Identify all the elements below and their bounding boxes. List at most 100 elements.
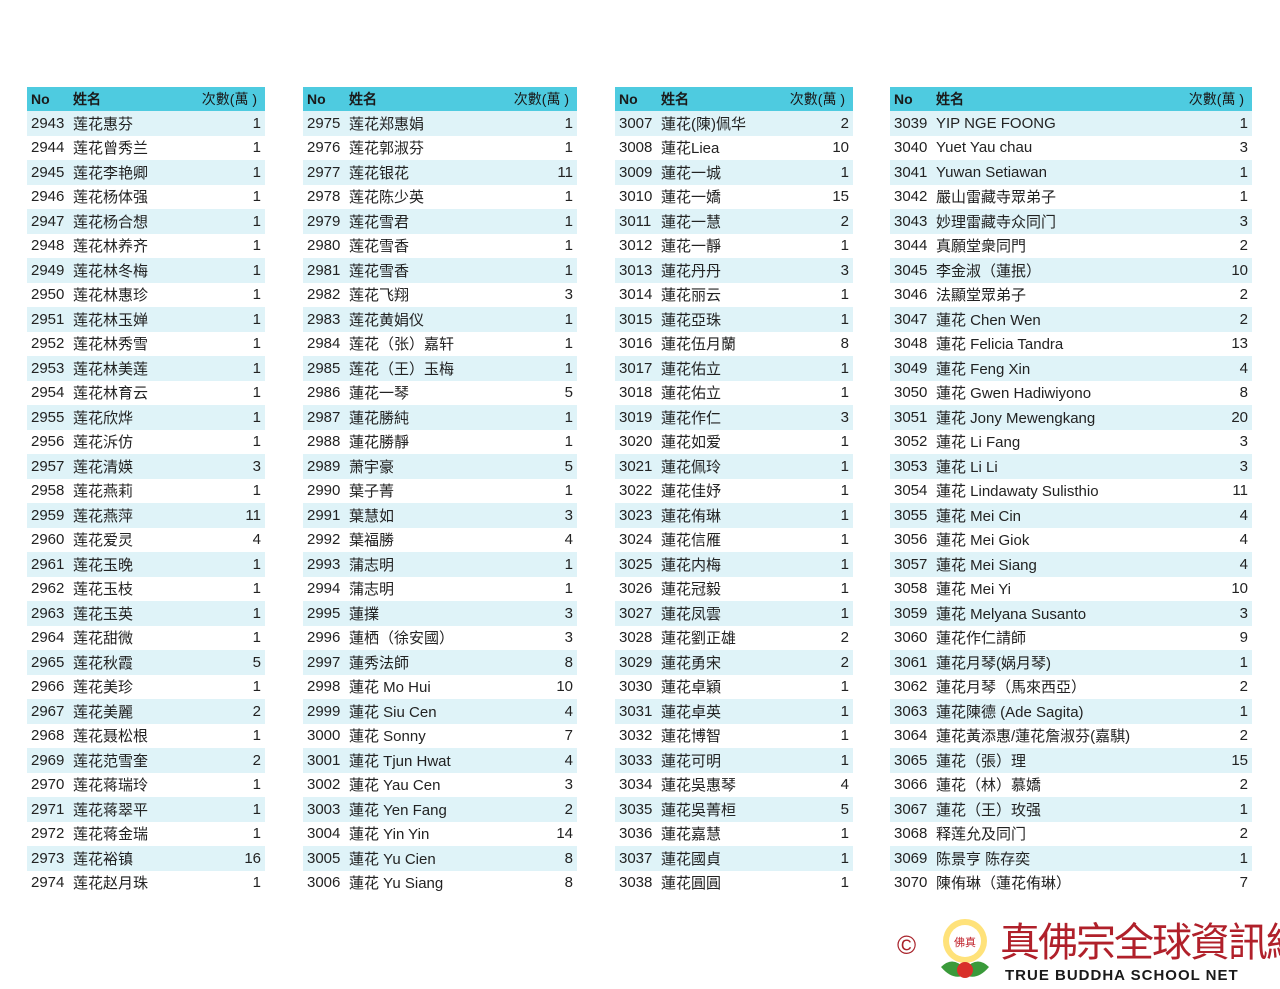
row-number: 3043 bbox=[894, 212, 928, 230]
row-number: 3030 bbox=[619, 678, 653, 696]
row-name: 莲花林秀雪 bbox=[73, 336, 149, 354]
row-number: 3066 bbox=[894, 776, 928, 794]
row-name: 蒲志明 bbox=[349, 581, 395, 599]
row-count: 2 bbox=[564, 800, 573, 818]
row-count: 1 bbox=[1239, 849, 1248, 867]
table-row: 3040 Yuet Yau chau 3 bbox=[890, 136, 1252, 161]
row-number: 3033 bbox=[619, 751, 653, 769]
logo-chinese-title: 真佛宗全球資訊網 bbox=[1000, 920, 1280, 966]
row-number: 2979 bbox=[307, 212, 341, 230]
row-count: 8 bbox=[840, 335, 849, 353]
row-count: 3 bbox=[564, 604, 573, 622]
row-name: 蓮擈 bbox=[349, 605, 380, 623]
table-row: 2968 莲花聂松根 1 bbox=[27, 724, 265, 749]
row-number: 3006 bbox=[307, 874, 341, 892]
header-no: No bbox=[894, 91, 913, 107]
row-number: 2958 bbox=[31, 482, 65, 500]
table-row: 2987 蓮花勝純 1 bbox=[303, 405, 577, 430]
row-count: 1 bbox=[252, 163, 261, 181]
row-count: 1 bbox=[840, 506, 849, 524]
row-count: 8 bbox=[1239, 384, 1248, 402]
lotus-emblem-icon: 佛真 bbox=[941, 919, 989, 978]
row-name: 蓮花（王）玫强 bbox=[936, 801, 1042, 819]
table-row: 2978 莲花陈少英 1 bbox=[303, 185, 577, 210]
row-number: 3007 bbox=[619, 114, 653, 132]
table-row: 2999 蓮花 Siu Cen 4 bbox=[303, 699, 577, 724]
row-name: 莲花清媖 bbox=[73, 458, 134, 476]
row-number: 3050 bbox=[894, 384, 928, 402]
row-name: 莲花蒋瑞玲 bbox=[73, 777, 149, 795]
table-row: 2998 蓮花 Mo Hui 10 bbox=[303, 675, 577, 700]
table-row: 2997 蓮秀法師 8 bbox=[303, 650, 577, 675]
table-row: 3025 蓮花内梅 1 bbox=[615, 552, 853, 577]
row-count: 1 bbox=[840, 237, 849, 255]
row-name: 莲花郭淑芬 bbox=[349, 140, 425, 158]
row-count: 13 bbox=[1231, 335, 1248, 353]
row-count: 4 bbox=[252, 531, 261, 549]
row-name: 莲花玉英 bbox=[73, 605, 134, 623]
table-row: 2976 莲花郭淑芬 1 bbox=[303, 136, 577, 161]
table-row: 3026 蓮花冠毅 1 bbox=[615, 577, 853, 602]
row-number: 2962 bbox=[31, 580, 65, 598]
row-name: 蓮花 Mo Hui bbox=[349, 679, 431, 697]
row-number: 2964 bbox=[31, 629, 65, 647]
table-row: 2995 蓮擈 3 bbox=[303, 601, 577, 626]
row-number: 2984 bbox=[307, 335, 341, 353]
row-number: 2965 bbox=[31, 653, 65, 671]
row-number: 2949 bbox=[31, 261, 65, 279]
row-count: 1 bbox=[564, 114, 573, 132]
table-row: 2977 莲花银花 11 bbox=[303, 160, 577, 185]
row-count: 1 bbox=[252, 261, 261, 279]
row-name: 蓮花（張）理 bbox=[936, 752, 1027, 770]
row-number: 2953 bbox=[31, 359, 65, 377]
row-count: 7 bbox=[1239, 874, 1248, 892]
logo-english-title: TRUE BUDDHA SCHOOL NET bbox=[1005, 967, 1239, 984]
table-row: 3043 妙理雷藏寺众同门 3 bbox=[890, 209, 1252, 234]
table-row: 2985 莲花（王）玉梅 1 bbox=[303, 356, 577, 381]
row-name: 陈景亨 陈存奕 bbox=[936, 850, 1031, 868]
row-number: 3037 bbox=[619, 849, 653, 867]
row-count: 2 bbox=[1239, 237, 1248, 255]
row-number: 3004 bbox=[307, 825, 341, 843]
row-name: 蓮花 Melyana Susanto bbox=[936, 605, 1087, 623]
row-count: 3 bbox=[1239, 457, 1248, 475]
header-name: 姓名 bbox=[661, 91, 689, 107]
table-row: 3049 蓮花 Feng Xin 4 bbox=[890, 356, 1252, 381]
row-name: 蓮花 Mei Giok bbox=[936, 532, 1030, 550]
table-row: 2964 莲花甜微 1 bbox=[27, 626, 265, 651]
row-count: 1 bbox=[252, 139, 261, 157]
header-name: 姓名 bbox=[936, 91, 964, 107]
row-number: 2994 bbox=[307, 580, 341, 598]
row-count: 3 bbox=[840, 408, 849, 426]
row-count: 11 bbox=[557, 163, 573, 181]
row-count: 1 bbox=[564, 555, 573, 573]
row-number: 2966 bbox=[31, 678, 65, 696]
table-row: 3034 蓮花吳惠琴 4 bbox=[615, 773, 853, 798]
table-row: 3051 蓮花 Jony Mewengkang 20 bbox=[890, 405, 1252, 430]
row-count: 2 bbox=[1239, 310, 1248, 328]
row-number: 2948 bbox=[31, 237, 65, 255]
row-number: 2981 bbox=[307, 261, 341, 279]
table-row: 3007 蓮花(陳)佩华 2 bbox=[615, 111, 853, 136]
row-count: 1 bbox=[252, 555, 261, 573]
row-count: 8 bbox=[564, 874, 573, 892]
row-number: 2967 bbox=[31, 702, 65, 720]
row-count: 1 bbox=[252, 604, 261, 622]
table-row: 3018 蓮花佑立 1 bbox=[615, 381, 853, 406]
row-name: 葉慧如 bbox=[349, 507, 395, 525]
row-name: 蓮花 Siu Cen bbox=[349, 703, 437, 721]
header-count: 次數(萬 ) bbox=[789, 91, 845, 107]
row-count: 1 bbox=[252, 776, 261, 794]
row-number: 3052 bbox=[894, 433, 928, 451]
row-name: 蓮花 Mei Siang bbox=[936, 556, 1037, 574]
table-row: 2962 莲花玉枝 1 bbox=[27, 577, 265, 602]
row-name: 蓮花 Li Li bbox=[936, 458, 998, 476]
row-count: 1 bbox=[840, 849, 849, 867]
row-name: 莲花飞翔 bbox=[349, 287, 410, 305]
row-name: Yuet Yau chau bbox=[936, 139, 1033, 157]
row-name: 葉子菁 bbox=[349, 483, 395, 501]
row-name: 蓮花一琴 bbox=[349, 385, 410, 403]
row-name: 蓮花月琴（馬來西亞） bbox=[936, 679, 1087, 697]
row-count: 1 bbox=[252, 580, 261, 598]
table-row: 2973 莲花裕镇 16 bbox=[27, 846, 265, 871]
